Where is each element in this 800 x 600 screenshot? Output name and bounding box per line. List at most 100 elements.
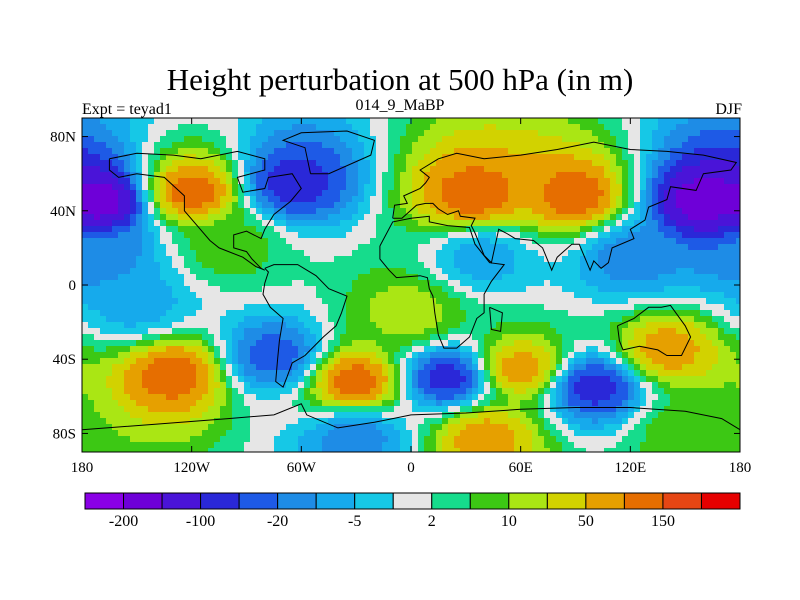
- contour-cell: [370, 178, 376, 184]
- contour-cell: [700, 148, 706, 154]
- contour-cell: [220, 388, 226, 394]
- contour-cell: [250, 184, 256, 190]
- contour-cell: [202, 376, 208, 382]
- contour-cell: [286, 232, 292, 238]
- contour-cell: [112, 352, 118, 358]
- contour-cell: [364, 328, 370, 334]
- contour-cell: [346, 304, 352, 310]
- contour-cell: [388, 136, 394, 142]
- contour-cell: [682, 244, 688, 250]
- contour-cell: [154, 292, 160, 298]
- contour-cell: [592, 118, 598, 124]
- contour-cell: [502, 232, 508, 238]
- contour-cell: [196, 136, 202, 142]
- contour-cell: [706, 178, 712, 184]
- contour-cell: [196, 124, 202, 130]
- contour-cell: [112, 118, 118, 124]
- contour-cell: [484, 154, 490, 160]
- contour-cell: [382, 346, 388, 352]
- contour-cell: [280, 280, 286, 286]
- contour-cell: [202, 160, 208, 166]
- contour-cell: [676, 190, 682, 196]
- contour-cell: [496, 310, 502, 316]
- contour-cell: [316, 196, 322, 202]
- contour-cell: [556, 208, 562, 214]
- contour-cell: [346, 142, 352, 148]
- contour-cell: [562, 160, 568, 166]
- contour-cell: [232, 364, 238, 370]
- contour-cell: [616, 274, 622, 280]
- contour-cell: [316, 136, 322, 142]
- contour-cell: [682, 160, 688, 166]
- contour-cell: [652, 316, 658, 322]
- contour-cell: [388, 382, 394, 388]
- contour-cell: [682, 376, 688, 382]
- contour-cell: [190, 352, 196, 358]
- contour-cell: [214, 142, 220, 148]
- contour-cell: [262, 388, 268, 394]
- contour-cell: [316, 124, 322, 130]
- contour-cell: [664, 142, 670, 148]
- contour-cell: [220, 262, 226, 268]
- contour-cell: [88, 232, 94, 238]
- contour-cell: [604, 238, 610, 244]
- contour-cell: [322, 136, 328, 142]
- contour-cell: [376, 322, 382, 328]
- contour-cell: [292, 388, 298, 394]
- contour-cell: [538, 238, 544, 244]
- contour-cell: [340, 142, 346, 148]
- contour-cell: [232, 226, 238, 232]
- contour-cell: [562, 292, 568, 298]
- contour-cell: [100, 118, 106, 124]
- contour-cell: [556, 382, 562, 388]
- contour-cell: [442, 358, 448, 364]
- contour-cell: [208, 142, 214, 148]
- contour-cell: [100, 136, 106, 142]
- contour-cell: [466, 280, 472, 286]
- contour-cell: [160, 286, 166, 292]
- contour-cell: [424, 166, 430, 172]
- contour-cell: [406, 298, 412, 304]
- contour-cell: [556, 178, 562, 184]
- contour-cell: [136, 298, 142, 304]
- contour-cell: [298, 262, 304, 268]
- contour-cell: [154, 334, 160, 340]
- contour-cell: [244, 130, 250, 136]
- contour-cell: [460, 262, 466, 268]
- contour-cell: [376, 232, 382, 238]
- contour-cell: [304, 364, 310, 370]
- contour-cell: [316, 130, 322, 136]
- contour-cell: [724, 286, 730, 292]
- contour-cell: [100, 124, 106, 130]
- contour-cell: [730, 220, 736, 226]
- contour-cell: [556, 274, 562, 280]
- contour-cell: [226, 130, 232, 136]
- contour-cell: [448, 346, 454, 352]
- contour-cell: [130, 166, 136, 172]
- contour-cell: [334, 202, 340, 208]
- contour-cell: [436, 358, 442, 364]
- contour-cell: [454, 250, 460, 256]
- contour-cell: [358, 160, 364, 166]
- contour-cell: [334, 370, 340, 376]
- contour-cell: [256, 160, 262, 166]
- contour-cell: [664, 376, 670, 382]
- contour-cell: [478, 310, 484, 316]
- contour-cell: [340, 274, 346, 280]
- contour-cell: [256, 304, 262, 310]
- contour-cell: [532, 154, 538, 160]
- contour-cell: [598, 118, 604, 124]
- contour-cell: [82, 124, 88, 130]
- contour-cell: [604, 130, 610, 136]
- contour-cell: [712, 244, 718, 250]
- contour-cell: [148, 208, 154, 214]
- contour-cell: [442, 130, 448, 136]
- contour-cell: [370, 166, 376, 172]
- contour-cell: [394, 244, 400, 250]
- contour-cell: [340, 130, 346, 136]
- contour-cell: [736, 172, 740, 178]
- contour-cell: [466, 274, 472, 280]
- contour-cell: [280, 310, 286, 316]
- contour-cell: [520, 370, 526, 376]
- contour-cell: [340, 340, 346, 346]
